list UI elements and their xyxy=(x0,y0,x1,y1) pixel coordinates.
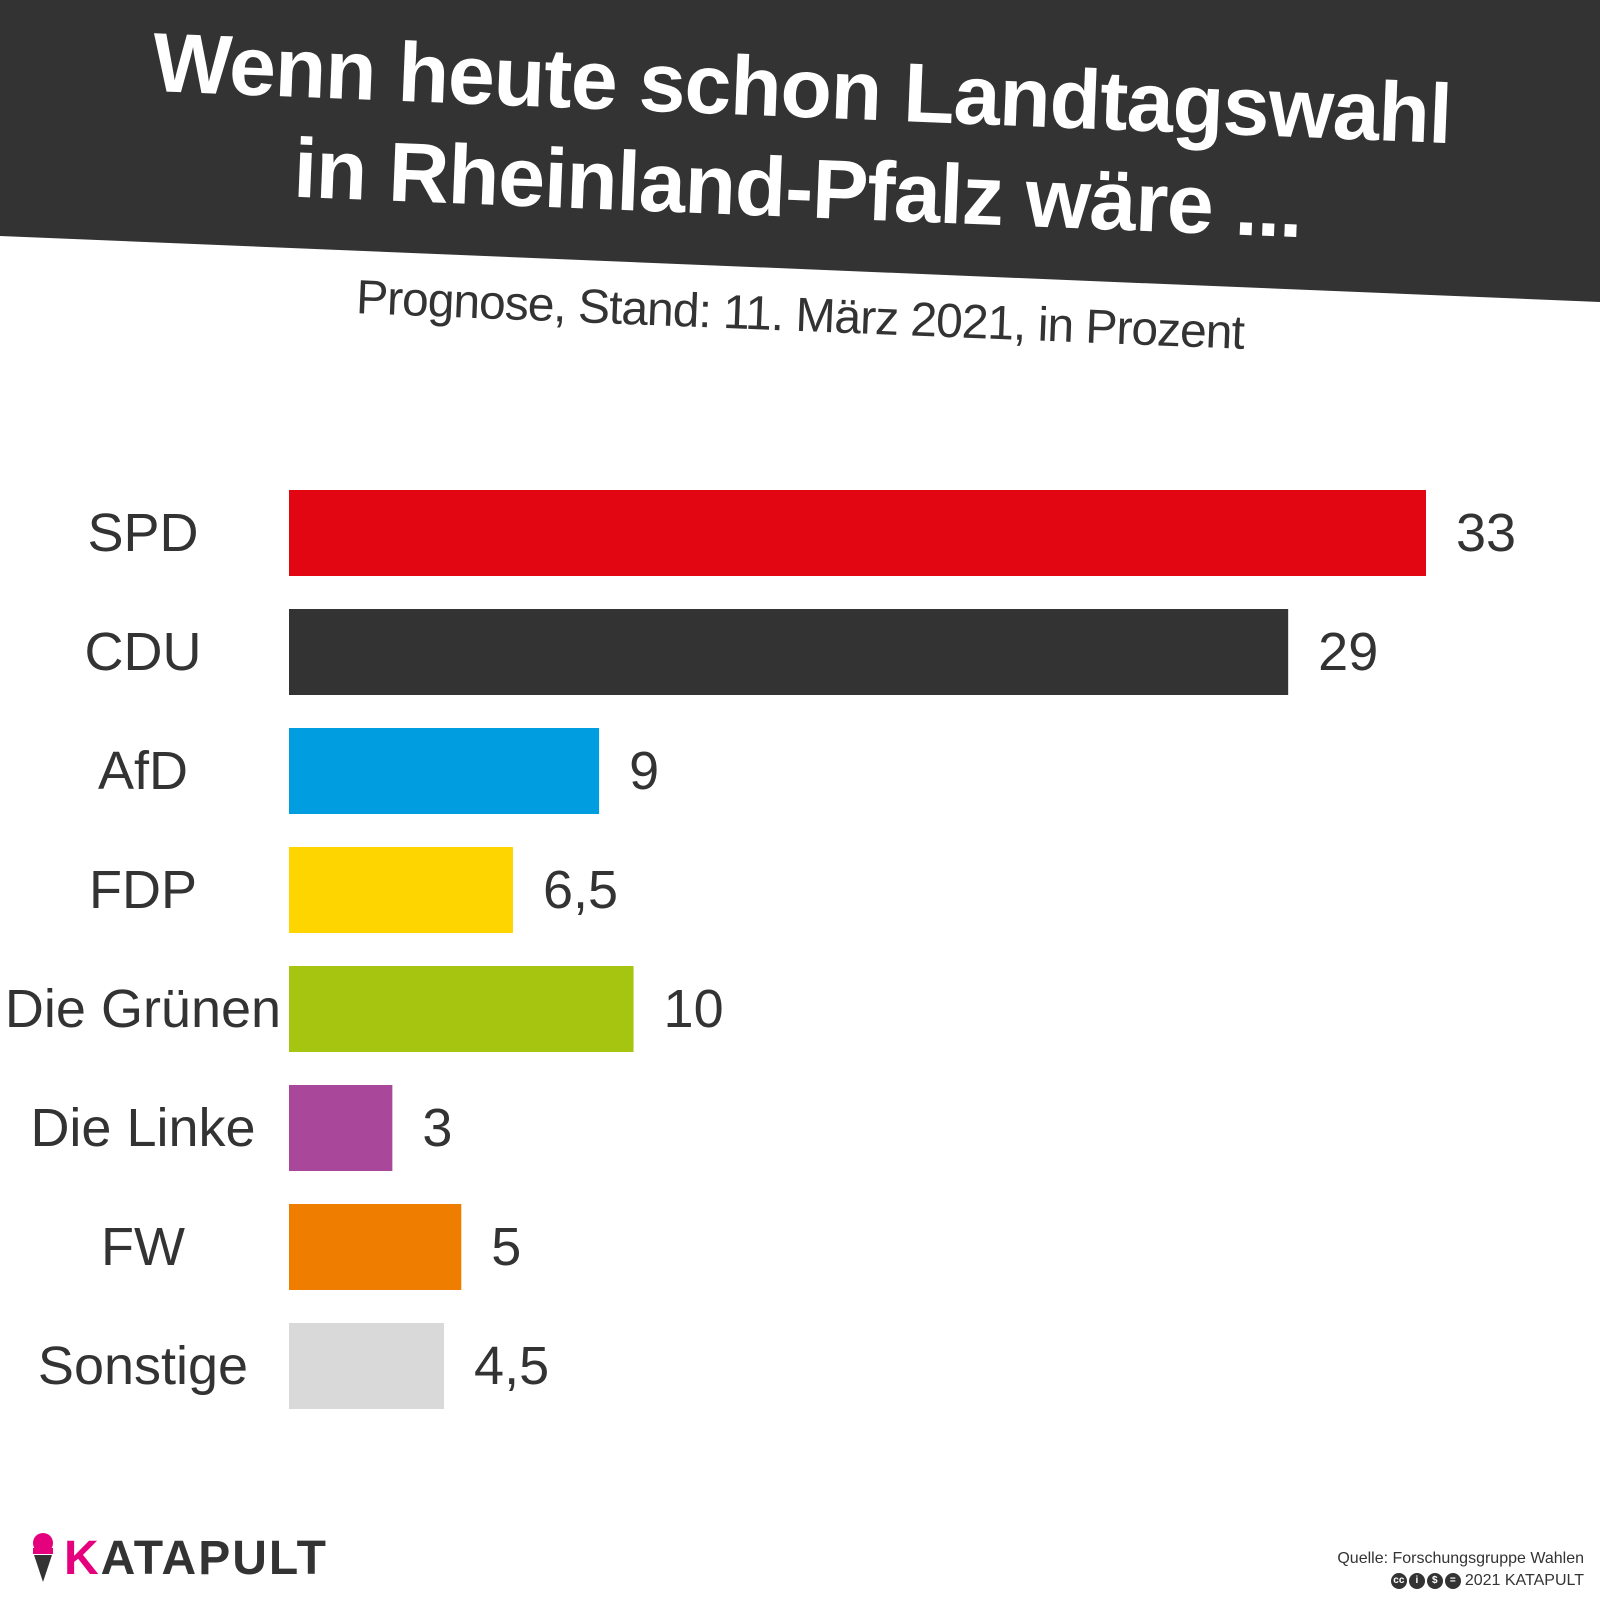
nd-icon: = xyxy=(1444,1572,1461,1589)
source-note: Quelle: Forschungsgruppe Wahlen cc i $ =… xyxy=(1337,1548,1584,1592)
category-label-fw: FW xyxy=(101,1217,185,1277)
cc-license-icons: cc i $ = xyxy=(1390,1572,1461,1589)
bar-spd xyxy=(289,490,1426,576)
bar-die-linke xyxy=(289,1085,393,1171)
category-label-fdp: FDP xyxy=(89,860,197,920)
value-label-cdu: 29 xyxy=(1318,622,1378,682)
katapult-logo: KATAPULT xyxy=(30,1530,328,1586)
source-text: Quelle: Forschungsgruppe Wahlen xyxy=(1337,1550,1584,1567)
copyright-text: 2021 KATAPULT xyxy=(1464,1572,1584,1589)
category-label-die-linke: Die Linke xyxy=(30,1098,255,1158)
value-label-die-linke: 3 xyxy=(422,1098,452,1158)
logo-letter-k: K xyxy=(64,1531,101,1585)
bar-fw xyxy=(289,1204,462,1290)
value-label-fw: 5 xyxy=(491,1217,521,1277)
category-label-cdu: CDU xyxy=(85,622,202,682)
category-label-spd: SPD xyxy=(87,503,198,563)
category-label-sonstige: Sonstige xyxy=(38,1336,248,1396)
category-label-die-gr-nen: Die Grünen xyxy=(5,979,281,1039)
value-label-spd: 33 xyxy=(1456,503,1516,563)
by-icon: i xyxy=(1408,1572,1425,1589)
value-label-afd: 9 xyxy=(629,741,659,801)
bar-afd xyxy=(289,728,600,814)
value-label-die-gr-nen: 10 xyxy=(664,979,724,1039)
value-label-fdp: 6,5 xyxy=(543,860,618,920)
bar-sonstige xyxy=(289,1323,445,1409)
nc-icon: $ xyxy=(1426,1572,1443,1589)
cc-icon: cc xyxy=(1390,1572,1407,1589)
bar-cdu xyxy=(289,609,1289,695)
bar-die-gr-nen xyxy=(289,966,634,1052)
logo-letters: ATAPULT xyxy=(100,1531,328,1585)
value-label-sonstige: 4,5 xyxy=(474,1336,549,1396)
category-label-afd: AfD xyxy=(98,741,188,801)
logo-text: KATAPULT xyxy=(64,1531,328,1586)
ice-cream-icon xyxy=(33,1533,53,1582)
bar-fdp xyxy=(289,847,513,933)
